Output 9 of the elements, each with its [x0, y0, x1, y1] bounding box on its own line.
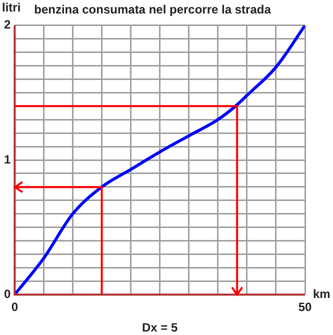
y-axis-title: litri [2, 0, 21, 14]
y-tick-label: 1 [4, 152, 11, 166]
x-tick-label: 50 [298, 300, 312, 314]
chart-title: benzina consumata nel percorre la strada [34, 2, 272, 17]
x-axis-title: km [313, 286, 330, 301]
text: Dx = 5 [142, 320, 178, 334]
y-tick-label: 2 [4, 18, 11, 32]
y-tick-label: 0 [4, 286, 11, 301]
line-series [14, 25, 305, 295]
